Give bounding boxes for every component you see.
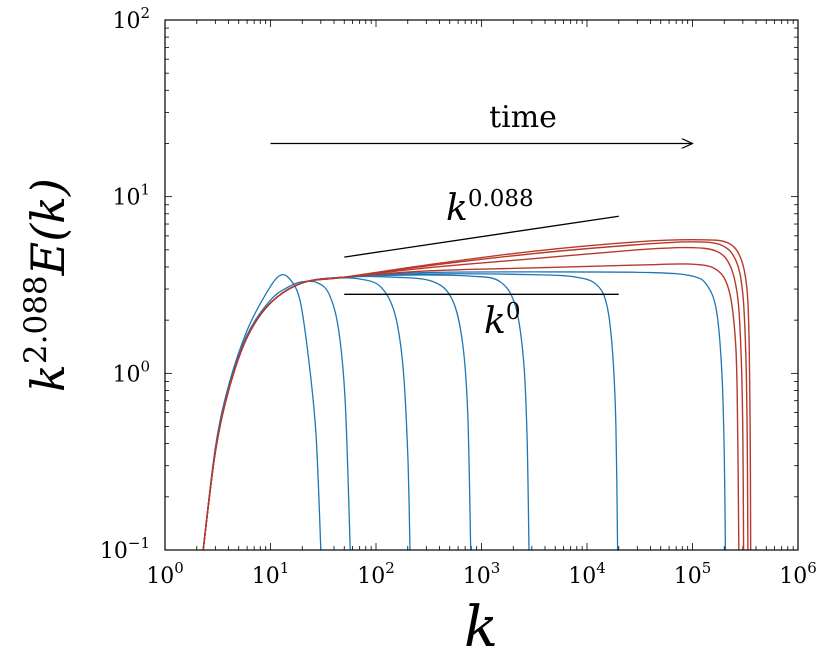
y-tick-label-exponent: 1 [140, 181, 150, 199]
y-tick-label-exponent: −1 [128, 534, 150, 552]
x-tick-label-exponent: 1 [280, 559, 290, 577]
spectrum-line-early [202, 280, 351, 550]
y-tick-label-exponent: 2 [140, 4, 150, 22]
y-tick-label: 101 [112, 181, 150, 211]
spectrum-line-early [202, 273, 322, 550]
slope-reference-line [344, 215, 619, 258]
x-tick-label: 104 [568, 559, 606, 589]
spectrum-line-early [202, 273, 619, 550]
y-tick-label-base: 10 [112, 186, 140, 211]
spectrum-line-late [202, 263, 740, 550]
x-tick-label: 103 [463, 559, 501, 589]
spectrum-curves [202, 239, 752, 550]
x-tick-label-base: 10 [674, 564, 702, 589]
x-axis-title-base: k [464, 595, 498, 656]
spectrum-line-early [202, 277, 411, 550]
y-tick-label: 102 [112, 4, 150, 34]
spectrum-line-early [202, 274, 530, 550]
x-tick-label-exponent: 3 [491, 559, 501, 577]
spectrum-line-late [202, 246, 745, 550]
y-tick-label-base: 10 [112, 9, 140, 34]
spectrum-line-late [202, 239, 752, 550]
y-axis-title: k2.088E(k) [18, 178, 75, 392]
x-tick-label: 100 [146, 559, 184, 589]
x-axis-title: k [464, 595, 498, 656]
x-tick-label-base: 10 [568, 564, 596, 589]
y-tick-label: 100 [112, 357, 150, 387]
y-axis-title-tail: E(k) [21, 178, 75, 276]
plot-frame [164, 19, 799, 551]
y-tick-label-base: 10 [100, 539, 128, 564]
x-tick-label: 102 [357, 559, 395, 589]
axis-ticks [164, 20, 798, 551]
x-tick-label: 105 [674, 559, 712, 589]
y-axis-title-base: k [21, 364, 75, 392]
flat-label: k0 [484, 299, 520, 342]
x-tick-label: 106 [779, 559, 817, 589]
spectrum-line-late [202, 241, 749, 550]
x-tick-label-base: 10 [146, 564, 174, 589]
slope-label-base: k [446, 188, 468, 229]
x-tick-label-base: 10 [463, 564, 491, 589]
y-tick-label-exponent: 0 [140, 357, 150, 375]
x-tick-label-exponent: 6 [807, 559, 817, 577]
slope-label: k0.088 [446, 186, 534, 229]
y-axis-title-exponent: 2.088 [18, 275, 54, 364]
y-tick-label: 10−1 [100, 534, 150, 564]
slope-label-exponent: 0.088 [468, 186, 534, 212]
x-tick-label-exponent: 4 [596, 559, 606, 577]
x-tick-label-base: 10 [779, 564, 807, 589]
x-tick-label-exponent: 5 [702, 559, 712, 577]
x-tick-label-base: 10 [357, 564, 385, 589]
spectrum-line-early [202, 271, 727, 550]
x-tick-label-exponent: 0 [174, 559, 184, 577]
flat-label-base: k [484, 301, 506, 342]
x-tick-label: 101 [252, 559, 290, 589]
x-tick-label-exponent: 2 [385, 559, 395, 577]
flat-label-exponent: 0 [506, 299, 521, 325]
y-tick-label-base: 10 [112, 362, 140, 387]
time-label: time [489, 100, 557, 135]
x-tick-label-base: 10 [252, 564, 280, 589]
